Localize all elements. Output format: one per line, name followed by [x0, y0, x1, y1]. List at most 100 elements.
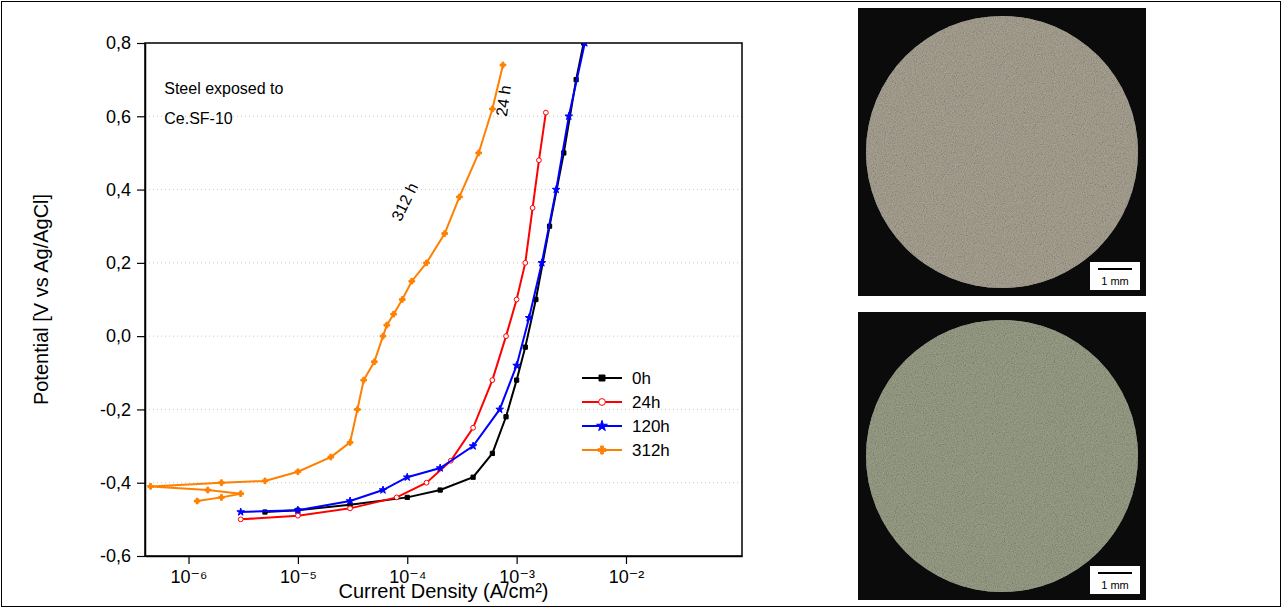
- grid-line: [145, 262, 742, 263]
- marker: [294, 506, 302, 513]
- tick-mark: [137, 483, 145, 484]
- tick-mark: [298, 556, 299, 564]
- marker: [581, 43, 589, 46]
- marker: [379, 486, 387, 493]
- marker: [552, 186, 560, 193]
- marker: [380, 333, 386, 339]
- series: [148, 62, 506, 504]
- marker: [219, 495, 225, 501]
- sample-surface: [866, 320, 1138, 592]
- tick-label: 10⁻²: [609, 567, 645, 587]
- tick-label: -0,6: [100, 546, 131, 566]
- scale-bar-label: 1 mm: [1101, 275, 1129, 287]
- marker: [403, 473, 411, 480]
- marker: [523, 260, 528, 265]
- marker: [238, 491, 244, 497]
- tick-label: 10⁻⁵: [280, 567, 317, 587]
- marker: [490, 378, 495, 383]
- photo-background: [858, 8, 1146, 296]
- tick: 0,0: [106, 326, 145, 346]
- x-axis-title: Current Density (A/cm²): [338, 580, 548, 602]
- tick-label: 0,6: [106, 107, 131, 127]
- annotation: Steel exposed to: [164, 80, 283, 97]
- marker: [436, 464, 444, 471]
- tick-mark: [137, 43, 145, 44]
- tick-mark: [137, 336, 145, 337]
- tick-mark: [137, 263, 145, 264]
- tick: -0,4: [100, 473, 145, 493]
- tick: 0,8: [106, 33, 145, 53]
- marker: [295, 469, 301, 475]
- marker: [347, 440, 353, 446]
- sample-surface: [866, 16, 1138, 288]
- tick-mark: [137, 409, 145, 410]
- grid: [145, 43, 742, 556]
- tick-mark: [137, 556, 145, 557]
- legend-label: 24h: [632, 393, 660, 412]
- marker: [438, 488, 442, 492]
- y-axis-title: Potential [V vs Ag/AgCl]: [30, 194, 52, 405]
- scale-bar-label: 1 mm: [1101, 579, 1129, 591]
- tick: 10⁻⁵: [280, 556, 317, 587]
- marker: [442, 231, 448, 237]
- marker: [504, 334, 509, 339]
- series-line: [241, 43, 585, 512]
- marker: [238, 517, 243, 522]
- legend-item: 24h: [582, 393, 660, 412]
- grid-line: [145, 336, 742, 337]
- series-line: [265, 43, 584, 512]
- tick-label: 0,0: [106, 326, 131, 346]
- series-line: [241, 113, 546, 520]
- marker: [394, 495, 399, 500]
- tick-label: 0,8: [106, 33, 131, 53]
- curve-label: 312 h: [388, 180, 421, 223]
- marker: [361, 377, 367, 383]
- tick-mark: [517, 556, 518, 564]
- tick: 0,2: [106, 253, 145, 273]
- marker: [405, 495, 409, 499]
- tick-mark: [137, 116, 145, 117]
- series: [237, 43, 589, 515]
- marker: [500, 62, 506, 68]
- marker: [409, 278, 415, 284]
- marker: [328, 454, 334, 460]
- marker: [523, 345, 527, 349]
- scale-bar-box: [1090, 262, 1140, 290]
- tick-label: 0,2: [106, 253, 131, 273]
- marker: [219, 480, 225, 486]
- labels: 24 h312 hSteel exposed toCe.SF-10: [164, 80, 514, 223]
- legend: 0h24h120h312h: [582, 369, 670, 460]
- marker: [543, 110, 548, 115]
- marker: [530, 205, 535, 210]
- tick-label: 10⁻⁶: [171, 567, 208, 587]
- marker: [471, 475, 475, 479]
- marker: [490, 451, 494, 455]
- marker: [371, 359, 377, 365]
- tick-mark: [137, 189, 145, 190]
- tick: 10⁻²: [609, 556, 645, 587]
- scale-bar: [1098, 572, 1132, 574]
- legend-item: 312h: [582, 441, 670, 460]
- legend-label: 120h: [632, 417, 670, 436]
- tick: 0,4: [106, 180, 145, 200]
- curve-label: 24 h: [493, 84, 514, 117]
- legend-label: 312h: [632, 441, 670, 460]
- scale-bar: [1098, 268, 1132, 270]
- tick-mark: [626, 556, 627, 564]
- marker: [515, 378, 519, 382]
- marker: [537, 158, 542, 163]
- legend-item: 120h: [582, 417, 670, 436]
- marker: [457, 194, 463, 200]
- marker: [525, 314, 533, 321]
- plot-frame: [145, 43, 742, 556]
- marker: [391, 311, 397, 317]
- figure-frame: [2, 2, 1281, 607]
- marker: [565, 112, 573, 119]
- tick: -0,6: [100, 546, 145, 566]
- marker: [469, 442, 477, 449]
- marker: [384, 322, 390, 328]
- marker: [194, 498, 200, 504]
- marker: [295, 513, 300, 518]
- marker: [476, 150, 482, 156]
- scale-bar-box: [1090, 566, 1140, 594]
